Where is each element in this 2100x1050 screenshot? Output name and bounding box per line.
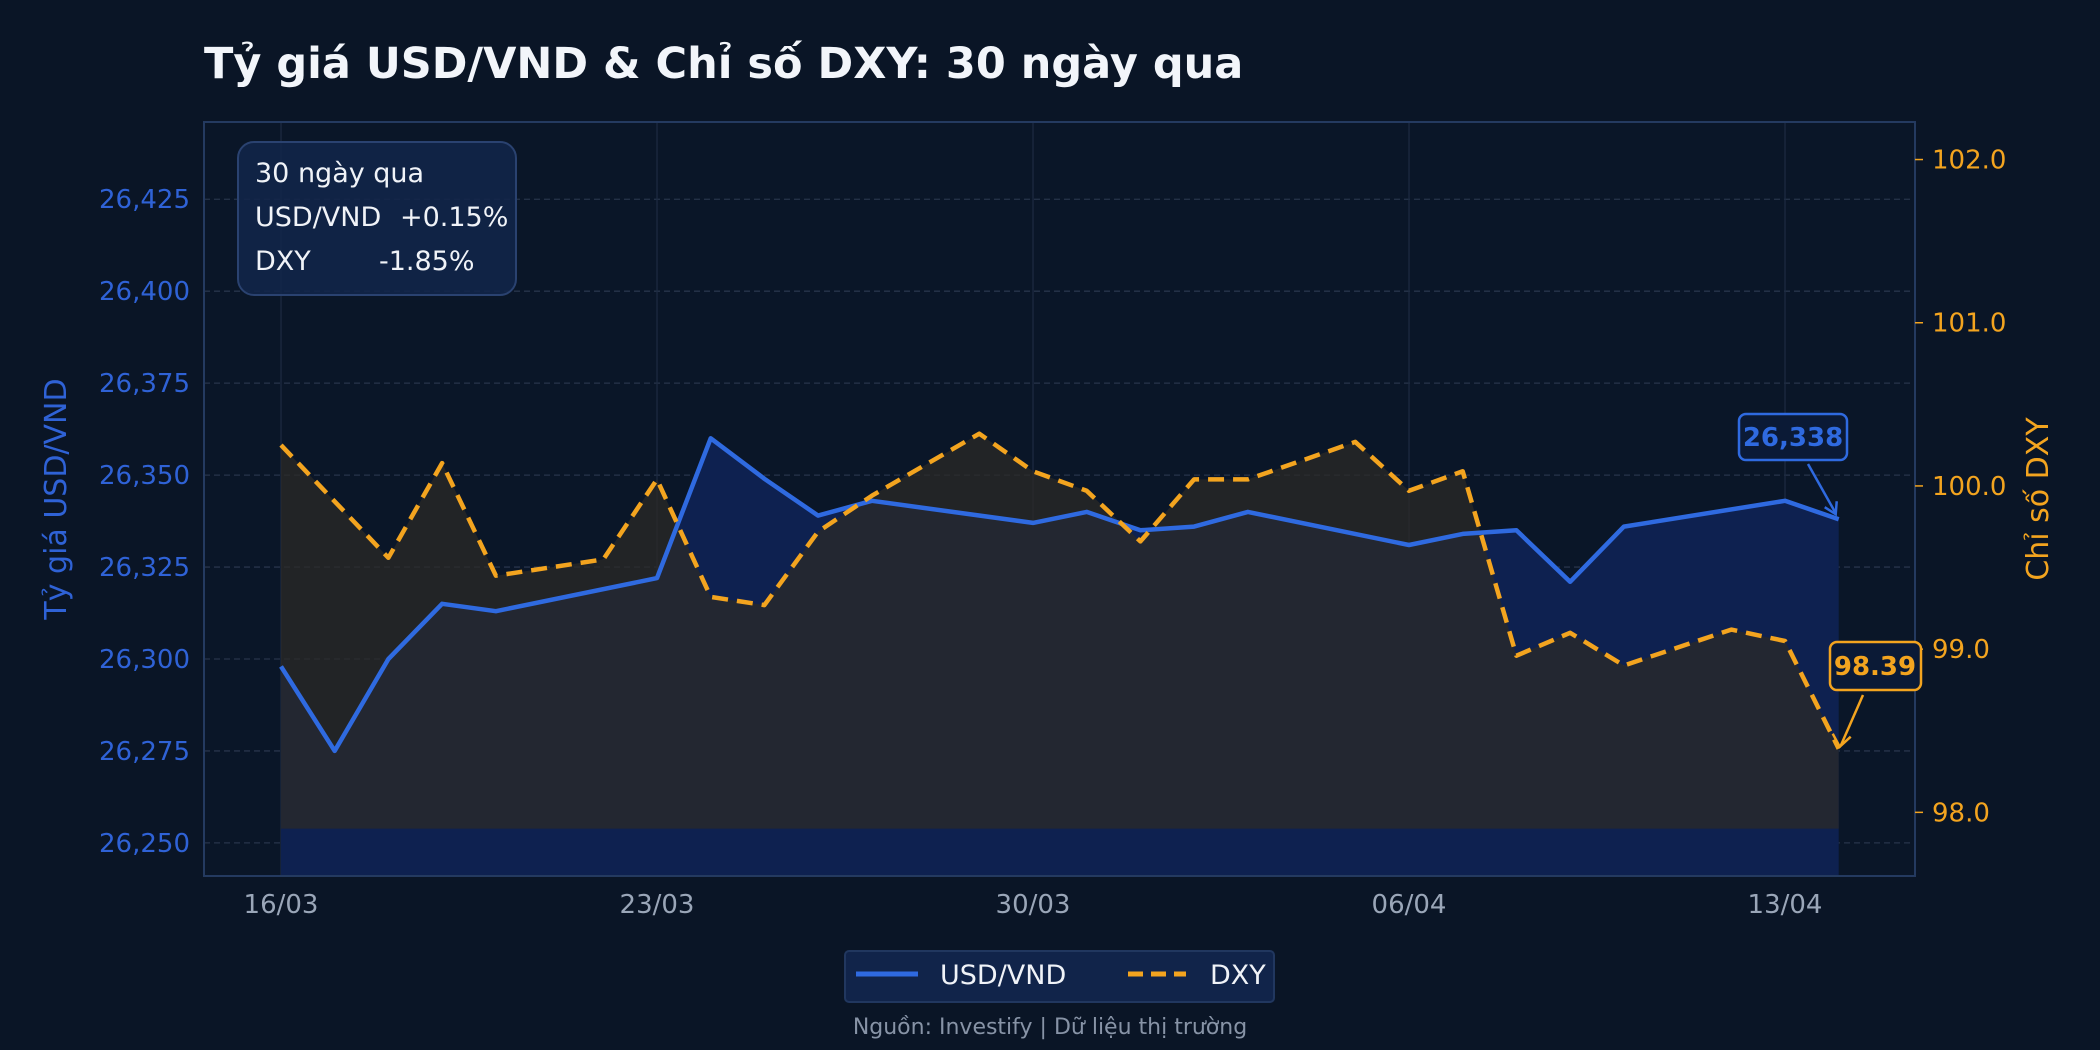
y-tick-left: 26,400 [99,277,190,307]
axes: 26,250 26,275 26,300 26,325 26,350 26,375 26,4… [39,146,2056,920]
dxy-annotation-label: 98.39 [1834,652,1916,682]
info-usd-change: +0.15% [400,202,508,233]
y-tick-right: 102.0 [1932,146,2006,176]
y-tick-left: 26,250 [99,829,190,859]
y-axis-label-right: Chỉ số DXY [2021,417,2056,581]
x-tick: 23/03 [620,890,695,920]
info-box-frame [237,141,517,296]
usd-annotation-label: 26,338 [1743,423,1843,453]
info-dxy-label: DXY [255,246,311,277]
y-tick-left: 26,275 [99,737,190,767]
info-period: 30 ngày qua [255,158,424,189]
arrow-head-icon [1824,501,1838,517]
x-tick: 16/03 [244,890,319,920]
legend: USD/VND DXY [844,950,1275,1003]
y-tick-right: 101.0 [1932,309,2006,339]
y-tick-left: 26,300 [99,645,190,675]
y-tick-left: 26,350 [99,461,190,491]
legend-usd-label: USD/VND [940,960,1066,991]
y-tick-left: 26,425 [99,185,190,215]
x-tick: 30/03 [996,890,1071,920]
info-box: 30 ngày qua USD/VND +0.15% DXY -1.85% [237,141,517,296]
dxy-area-fill [281,433,1839,829]
y-tick-left: 26,375 [99,369,190,399]
dxy-annotation-box [1828,640,1923,692]
y-axis-label-left: Tỷ giá USD/VND [39,378,74,620]
usd-line [279,436,1840,754]
plot-frame [203,121,1916,877]
info-dxy-change: -1.85% [379,246,475,277]
y-tick-right: 100.0 [1932,472,2006,502]
x-tick: 13/04 [1748,890,1823,920]
y-tick-right: 99.0 [1932,635,1990,665]
source-note: Nguồn: Investify | Dữ liệu thị trường [853,1015,1247,1040]
y-tick-left: 26,325 [99,553,190,583]
chart-title: Tỷ giá USD/VND & Chỉ số DXY: 30 ngày qua [204,39,1243,89]
usd-annotation-arrow [1806,463,1837,514]
arrow-head-icon [1831,733,1852,749]
usd-annotation-box [1737,412,1849,462]
usd-last-annotation: 26,338 [1737,412,1849,517]
legend-frame [844,950,1275,1003]
y-tick-right: 98.0 [1932,798,1990,828]
x-tick: 06/04 [1372,890,1447,920]
legend-dxy-label: DXY [1210,960,1266,991]
info-usd-label: USD/VND [255,202,381,233]
dxy-last-annotation: 98.39 [1828,640,1923,749]
dxy-annotation-arrow [1839,694,1865,747]
